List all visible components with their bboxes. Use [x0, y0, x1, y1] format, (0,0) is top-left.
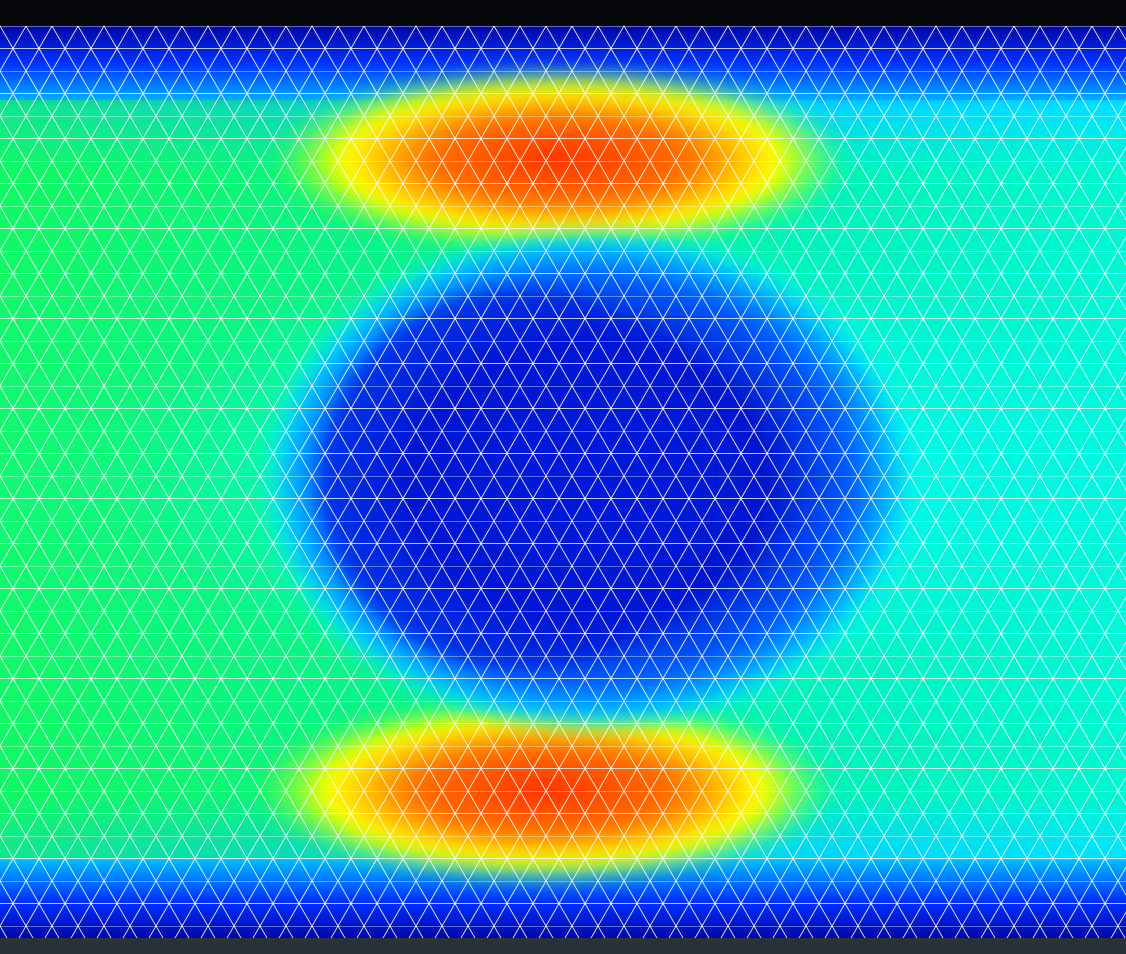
mesh [0, 26, 1126, 938]
bottom-bar [0, 938, 1126, 954]
top-bar [0, 0, 1126, 26]
field [0, 26, 1126, 938]
